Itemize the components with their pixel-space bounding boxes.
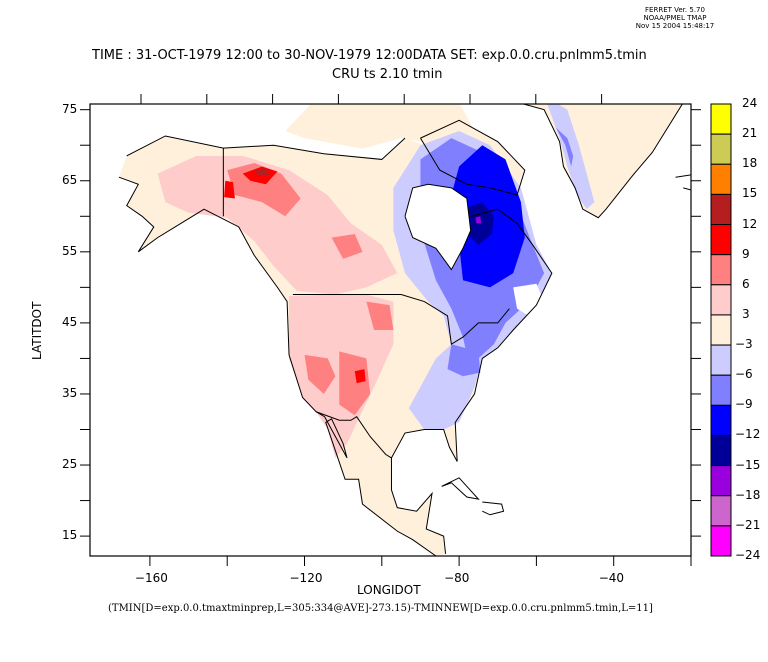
colorbar bbox=[710, 103, 732, 557]
arctic-coastline bbox=[126, 135, 406, 160]
cuba-coastline bbox=[441, 477, 480, 500]
northwest-warm-region bbox=[157, 155, 398, 295]
west-coastline bbox=[118, 176, 437, 556]
colorbar-swatch bbox=[710, 314, 732, 346]
y-tick-label: 75 bbox=[62, 101, 78, 116]
x-axis-title: LONGIDOT bbox=[357, 583, 421, 597]
appalachian-cold-region bbox=[447, 344, 481, 377]
colorbar-label: 24 bbox=[742, 96, 758, 110]
colorbar-label: −6 bbox=[735, 367, 753, 382]
baffin-coastline bbox=[420, 119, 526, 196]
organization: NOAA/PMEL TMAP bbox=[643, 14, 707, 22]
colorbar-swatch bbox=[710, 404, 732, 436]
coastlines bbox=[118, 104, 691, 556]
plot-timestamp: Nov 15 2004 15:48:17 bbox=[635, 22, 715, 30]
y-axis-title: LATITDOT bbox=[30, 301, 44, 360]
colorbar-swatch bbox=[710, 193, 732, 226]
four-corners-warm-region bbox=[339, 351, 371, 416]
yukon-peak-spot bbox=[254, 167, 270, 176]
gulf-st-lawrence bbox=[513, 283, 545, 316]
x-tick-label: −120 bbox=[289, 571, 323, 585]
y-tick-label: 15 bbox=[62, 528, 78, 543]
software-version: FERRET Ver. 5.70 bbox=[645, 6, 705, 14]
colorbar-label: −24 bbox=[735, 548, 761, 562]
colorado-hot-spot bbox=[354, 369, 366, 384]
x-tick-label: −80 bbox=[444, 571, 470, 585]
plot-title-line1: TIME : 31-OCT-1979 12:00 to 30-NOV-1979 … bbox=[92, 48, 647, 63]
colorbar-label: 6 bbox=[742, 276, 750, 291]
y-tick-label: 35 bbox=[62, 385, 78, 400]
colorbar-swatch bbox=[710, 254, 732, 286]
colorbar-swatch bbox=[710, 163, 732, 195]
y-tick-label: 55 bbox=[62, 243, 78, 258]
plot-title-line2: CRU ts 2.10 tmin bbox=[332, 67, 443, 82]
y-tick-label: 45 bbox=[62, 314, 78, 329]
colorbar-swatch bbox=[710, 465, 732, 497]
saskatchewan-warm-region bbox=[331, 234, 363, 259]
colorbar-label: −18 bbox=[735, 487, 761, 502]
hispaniola-coastline bbox=[482, 501, 505, 516]
colorbar-label: 12 bbox=[742, 216, 758, 231]
us-mexico-border bbox=[315, 411, 392, 459]
temperature-field bbox=[118, 104, 683, 556]
y-tick-label: 65 bbox=[62, 172, 78, 187]
greenland-coastline bbox=[521, 104, 683, 219]
colorbar-swatch bbox=[710, 224, 732, 256]
dakotas-warm-region bbox=[366, 301, 394, 330]
colorbar-swatch bbox=[710, 133, 732, 165]
software-header: FERRET Ver. 5.70 NOAA/PMEL TMAP Nov 15 2… bbox=[630, 6, 720, 30]
colorbar-label: −3 bbox=[735, 337, 753, 352]
axis-ticks bbox=[80, 94, 701, 566]
colorbar-swatch bbox=[710, 495, 732, 527]
colorbar-swatch bbox=[710, 103, 732, 135]
colorbar-label: 15 bbox=[742, 186, 758, 201]
colorbar-label: −21 bbox=[735, 517, 761, 532]
colorbar-swatch bbox=[710, 525, 732, 557]
colorbar-label: 3 bbox=[742, 306, 750, 321]
iceland-coastline bbox=[675, 174, 691, 191]
colorbar-swatch bbox=[710, 344, 732, 376]
plot-frame bbox=[89, 103, 692, 557]
colorbar-label: 18 bbox=[742, 156, 758, 171]
x-tick-label: −40 bbox=[598, 571, 625, 585]
ungava-extreme-spot bbox=[475, 216, 482, 224]
alaska-border-hot-spot bbox=[224, 180, 235, 199]
east-coastline bbox=[390, 208, 553, 554]
colorbar-swatch bbox=[710, 434, 732, 467]
footer-expression: (TMIN[D=exp.0.0.tmaxtminprep,L=305:334@A… bbox=[108, 603, 653, 614]
great-basin-warm-region bbox=[304, 354, 336, 394]
colorbar-label: −9 bbox=[735, 397, 753, 412]
colorbar-swatch bbox=[710, 374, 732, 406]
colorbar-label: 9 bbox=[742, 246, 750, 261]
colorbar-label: 21 bbox=[742, 126, 758, 141]
y-tick-label: 25 bbox=[62, 457, 78, 472]
hudson-bay-coastline bbox=[404, 183, 472, 271]
colorbar-label: −12 bbox=[735, 427, 761, 442]
x-tick-label: −160 bbox=[134, 571, 168, 585]
colorbar-label: −15 bbox=[735, 457, 761, 472]
hudson-bay bbox=[404, 184, 471, 270]
us-canada-border bbox=[292, 293, 510, 346]
colorbar-swatch bbox=[710, 284, 732, 316]
greenland-coast-region bbox=[555, 127, 574, 167]
yukon-hot-spot bbox=[242, 166, 278, 185]
